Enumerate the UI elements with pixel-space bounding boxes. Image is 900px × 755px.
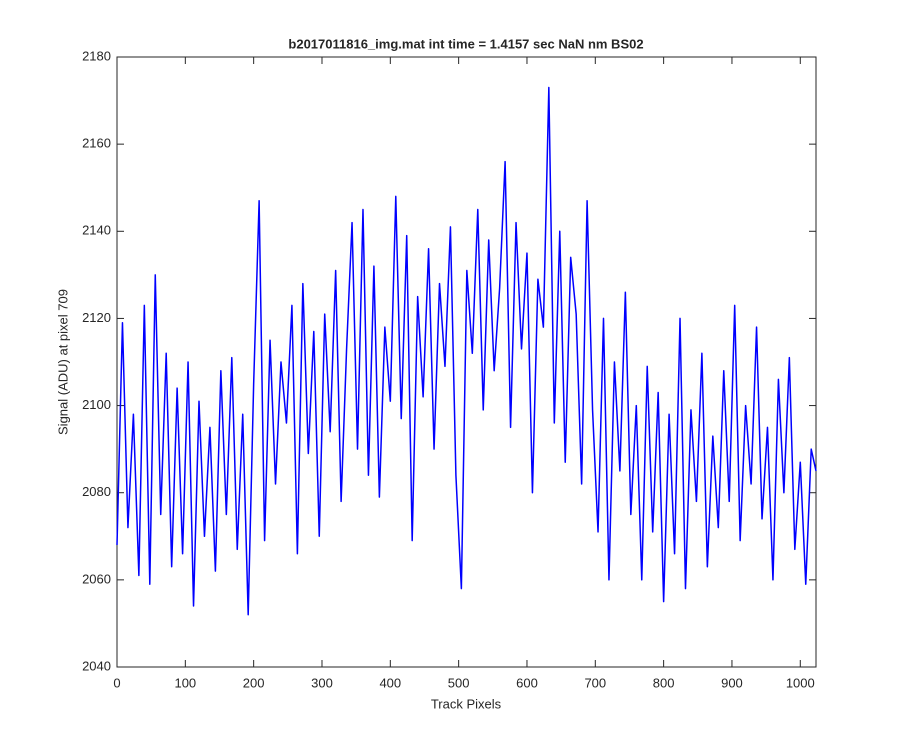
x-tick-label: 400 [379, 675, 401, 690]
y-tick-label: 2080 [82, 484, 111, 499]
x-axis-label: Track Pixels [431, 696, 502, 711]
y-tick-label: 2120 [82, 310, 111, 325]
x-tick-label: 800 [653, 675, 675, 690]
y-tick-label: 2100 [82, 397, 111, 412]
plot-area [116, 56, 817, 668]
x-tick-label: 300 [311, 675, 333, 690]
y-tick-label: 2060 [82, 571, 111, 586]
data-line [116, 86, 817, 616]
y-tick-label: 2040 [82, 658, 111, 673]
x-tick-label: 200 [243, 675, 265, 690]
chart-title: b2017011816_img.mat int time = 1.4157 se… [288, 36, 643, 51]
x-tick-label: 700 [584, 675, 606, 690]
x-tick-label: 500 [448, 675, 470, 690]
x-tick-label: 0 [113, 675, 120, 690]
y-axis-label: Signal (ADU) at pixel 709 [55, 289, 70, 435]
x-tick-label: 600 [516, 675, 538, 690]
x-tick-label: 900 [721, 675, 743, 690]
y-tick-label: 2160 [82, 136, 111, 151]
x-tick-label: 1000 [786, 675, 815, 690]
y-tick-label: 2180 [82, 48, 111, 63]
y-tick-label: 2140 [82, 223, 111, 238]
x-tick-label: 100 [174, 675, 196, 690]
